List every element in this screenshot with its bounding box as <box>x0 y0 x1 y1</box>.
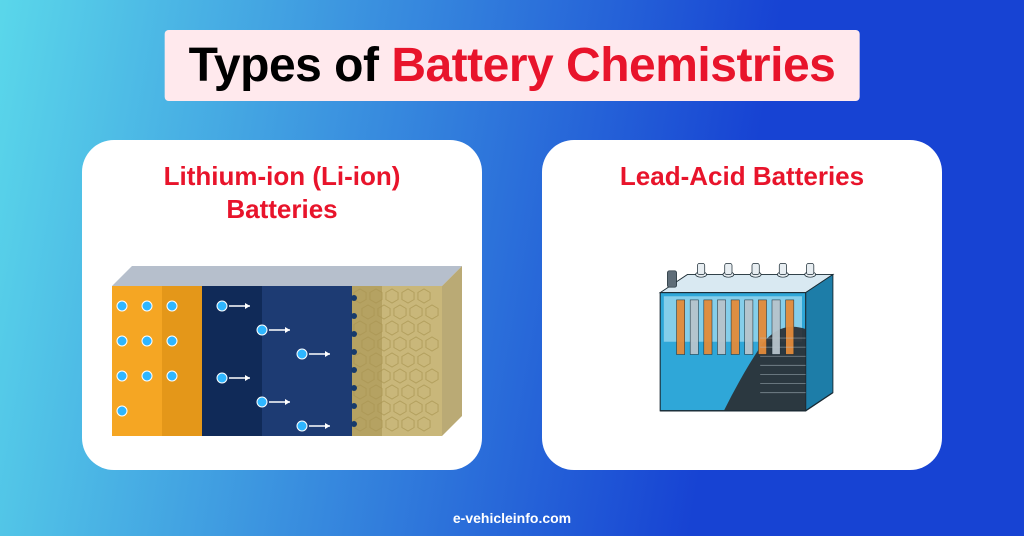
cards-row: Lithium-ion (Li-ion)Batteries Lead-Acid … <box>0 140 1024 470</box>
illustration-lithium <box>98 237 466 454</box>
title-prefix: Types of <box>189 39 392 92</box>
illustration-lead-acid <box>558 205 926 455</box>
page-title: Types of Battery Chemistries <box>165 30 860 101</box>
li-ion-diagram-svg <box>102 246 462 446</box>
card-title-lead-acid: Lead-Acid Batteries <box>620 160 864 193</box>
card-lead-acid: Lead-Acid Batteries <box>542 140 942 470</box>
card-lithium-ion: Lithium-ion (Li-ion)Batteries <box>82 140 482 470</box>
title-highlight: Battery Chemistries <box>391 39 835 92</box>
footer-credit: e-vehicleinfo.com <box>453 510 571 526</box>
card-title-lithium: Lithium-ion (Li-ion)Batteries <box>164 160 401 225</box>
lead-acid-diagram-svg <box>622 229 862 429</box>
